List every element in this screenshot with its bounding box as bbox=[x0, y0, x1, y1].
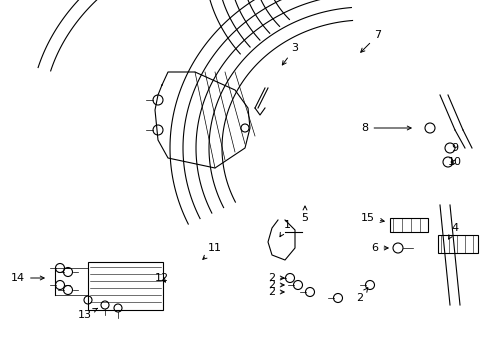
Bar bbox=[437, 235, 477, 253]
Text: 11: 11 bbox=[203, 243, 222, 259]
Text: 13: 13 bbox=[78, 308, 97, 320]
Text: 14: 14 bbox=[11, 273, 44, 283]
Text: 2: 2 bbox=[356, 288, 367, 303]
Text: 3: 3 bbox=[282, 43, 298, 65]
Text: 9: 9 bbox=[450, 143, 458, 153]
Text: 8: 8 bbox=[361, 123, 410, 133]
Text: 1: 1 bbox=[280, 220, 290, 237]
Text: 12: 12 bbox=[155, 273, 169, 283]
Text: 2: 2 bbox=[268, 273, 284, 283]
Text: 10: 10 bbox=[447, 157, 461, 167]
Text: 5: 5 bbox=[301, 206, 308, 223]
Text: 2: 2 bbox=[268, 287, 284, 297]
Text: 6: 6 bbox=[371, 243, 387, 253]
Text: 7: 7 bbox=[360, 30, 381, 52]
Text: 15: 15 bbox=[360, 213, 384, 223]
Bar bbox=[88, 262, 163, 310]
Text: 2: 2 bbox=[268, 280, 284, 290]
Text: 4: 4 bbox=[447, 223, 458, 239]
Bar bbox=[389, 218, 427, 232]
